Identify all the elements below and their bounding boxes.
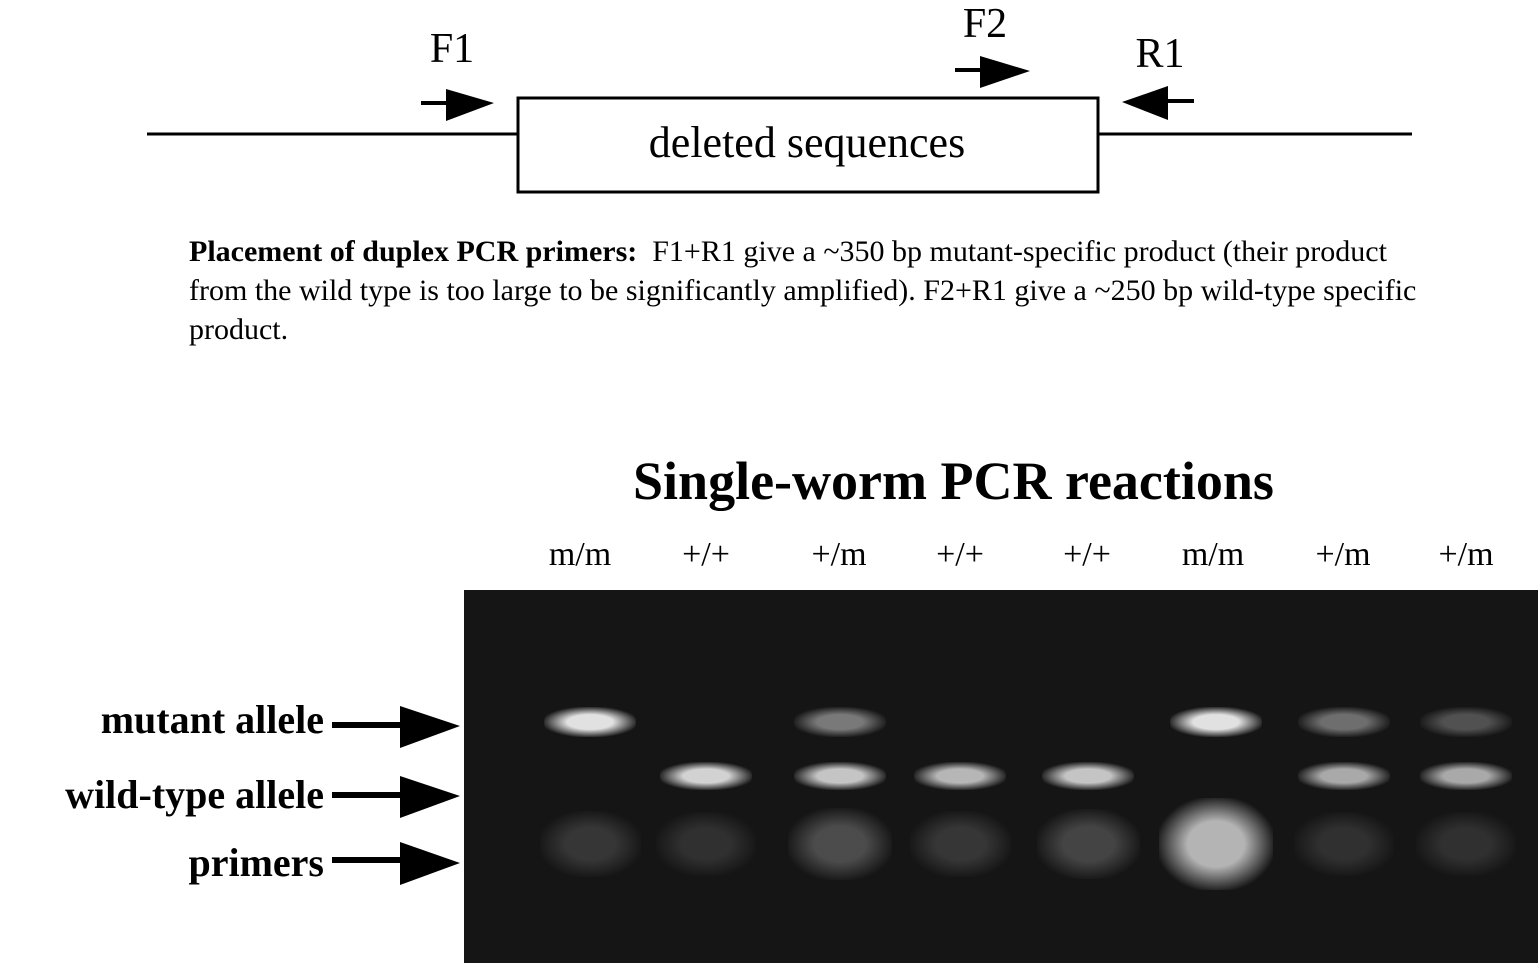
wildtype-band [1042,762,1134,790]
wildtype-band [660,762,752,790]
primers-band [1416,812,1516,876]
wildtype-band [794,762,886,790]
wildtype-band [1420,762,1512,790]
lane-label: +/+ [1063,536,1111,573]
mutant-band [794,707,886,737]
primers-band [1159,798,1273,890]
mutant-allele-label: mutant allele [100,697,324,742]
primer-f1-arrow [421,89,494,121]
mutant-band [1170,707,1262,737]
caption-heading: Placement of duplex PCR primers: [189,235,638,268]
primers-band [1294,812,1394,876]
primers-band [1036,809,1140,879]
lane-label: m/m [548,536,612,573]
primer-caption: Placement of duplex PCR primers: F1+R1 g… [189,232,1419,349]
primers-band [909,811,1011,877]
wildtype-band [1298,762,1390,790]
wildtype-allele-label: wild-type allele [65,772,324,817]
wildtype-allele-arrow [332,776,460,818]
primer-f1-label: F1 [430,26,474,72]
lane-label: m/m [1181,536,1245,573]
lane-label: +/m [811,536,867,573]
primer-f2-arrow [955,56,1030,88]
lane-label: +/m [1438,536,1494,573]
primers-band [539,811,641,877]
primers-band [656,812,756,876]
deleted-sequences-label: deleted sequences [649,118,965,167]
gel-image [464,590,1538,963]
mutant-band [1420,707,1512,737]
wildtype-band [914,762,1006,790]
primers-arrow [332,842,460,885]
lane-label: +/+ [682,536,730,573]
caption-text: F1+R1 give a ~350 bp mutant-specific pro… [189,235,1417,346]
deleted-sequences-box [516,96,1100,194]
lane-label: +/+ [936,536,984,573]
mutant-band [1298,707,1390,737]
primers-band [788,808,892,880]
lane-label: +/m [1315,536,1371,573]
primers-label: primers [188,840,324,885]
mutant-allele-arrow [332,706,460,748]
primer-r1-arrow [1122,86,1194,120]
primer-f2-label: F2 [963,1,1007,47]
primer-r1-label: R1 [1135,31,1184,77]
mutant-band [544,707,636,737]
gel-title: Single-worm PCR reactions [633,451,1274,511]
